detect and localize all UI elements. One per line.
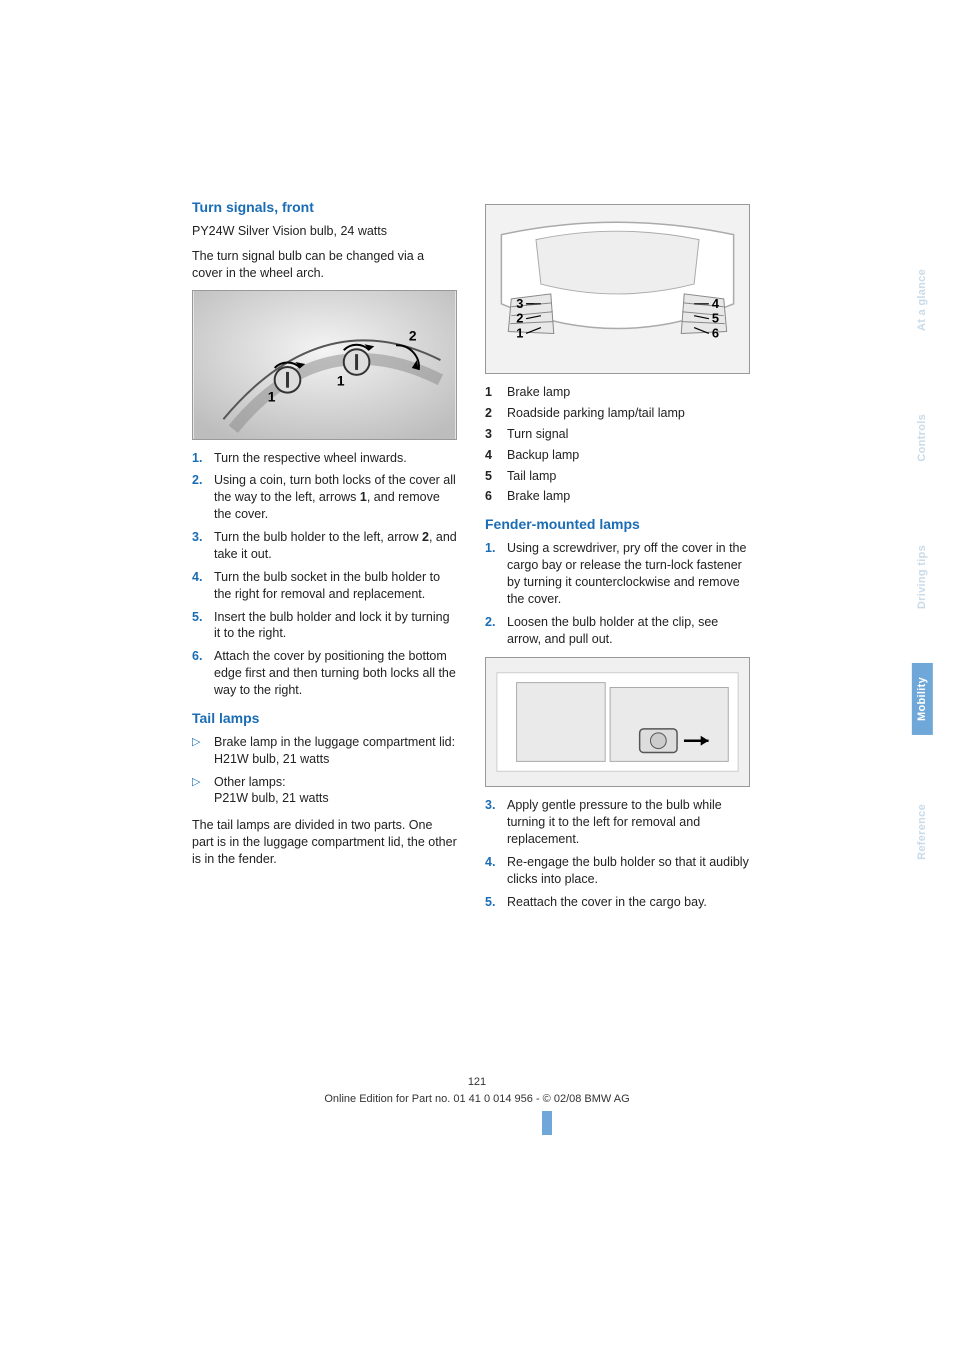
- fender-steps-a: Using a screwdriver, pry off the cover i…: [485, 540, 750, 647]
- tail-lamp-bullets: Brake lamp in the luggage compartment li…: [192, 734, 457, 808]
- fender-steps-b: Apply gentle pressure to the bulb while …: [485, 797, 750, 910]
- step: Turn the respective wheel inwards.: [192, 450, 457, 467]
- tail-callout-list: 1Brake lamp 2Roadside parking lamp/tail …: [485, 384, 750, 505]
- callout-6: 6: [712, 325, 719, 340]
- callout-5: 5: [712, 311, 719, 326]
- footer: 121 Online Edition for Part no. 01 41 0 …: [0, 1075, 954, 1135]
- callout-1: 1: [516, 325, 523, 340]
- figure-fender: [485, 657, 750, 787]
- heading-tail-lamps: Tail lamps: [192, 709, 457, 728]
- heading-turn-signals: Turn signals, front: [192, 198, 457, 217]
- tab-at-a-glance[interactable]: At a glance: [912, 255, 933, 345]
- list-item: 6Brake lamp: [485, 488, 750, 505]
- list-item: 2Roadside parking lamp/tail lamp: [485, 405, 750, 422]
- list-item: 4Backup lamp: [485, 447, 750, 464]
- list-item: Brake lamp in the luggage compartment li…: [192, 734, 457, 768]
- figure-tail-diagram: 3 2 1 4 5 6: [485, 204, 750, 374]
- page-number: 121: [0, 1075, 954, 1090]
- tab-controls[interactable]: Controls: [912, 400, 933, 476]
- step: Apply gentle pressure to the bulb while …: [485, 797, 750, 848]
- right-column: 3 2 1 4 5 6 1Brake lamp 2Roadside parkin…: [485, 198, 750, 921]
- side-tabs: At a glance Controls Driving tips Mobili…: [912, 255, 934, 874]
- step: Using a coin, turn both locks of the cov…: [192, 472, 457, 523]
- footer-bar-icon: [542, 1111, 552, 1135]
- step: Attach the cover by positioning the bott…: [192, 648, 457, 699]
- tab-mobility[interactable]: Mobility: [912, 663, 933, 735]
- bulb-spec: PY24W Silver Vision bulb, 24 watts: [192, 223, 457, 240]
- step: Re-engage the bulb holder so that it aud…: [485, 854, 750, 888]
- callout-3: 3: [516, 296, 523, 311]
- step: Using a screwdriver, pry off the cover i…: [485, 540, 750, 608]
- step: Turn the bulb socket in the bulb holder …: [192, 569, 457, 603]
- tail-lamp-para: The tail lamps are divided in two parts.…: [192, 817, 457, 868]
- step: Loosen the bulb holder at the clip, see …: [485, 614, 750, 648]
- tab-reference[interactable]: Reference: [912, 790, 933, 874]
- step: Turn the bulb holder to the left, arrow …: [192, 529, 457, 563]
- turn-signal-intro: The turn signal bulb can be changed via …: [192, 248, 457, 282]
- svg-text:1: 1: [268, 388, 276, 404]
- list-item: 5Tail lamp: [485, 468, 750, 485]
- callout-4: 4: [712, 296, 720, 311]
- callout-2: 2: [516, 311, 523, 326]
- svg-text:2: 2: [409, 327, 417, 343]
- figure-wheel-arch: 1 1 2: [192, 290, 457, 440]
- step: Insert the bulb holder and lock it by tu…: [192, 609, 457, 643]
- tab-driving-tips[interactable]: Driving tips: [912, 531, 933, 623]
- list-item: Other lamps:P21W bulb, 21 watts: [192, 774, 457, 808]
- heading-fender-lamps: Fender-mounted lamps: [485, 515, 750, 534]
- turn-signal-steps: Turn the respective wheel inwards. Using…: [192, 450, 457, 699]
- list-item: 3Turn signal: [485, 426, 750, 443]
- left-column: Turn signals, front PY24W Silver Vision …: [192, 198, 457, 921]
- list-item: 1Brake lamp: [485, 384, 750, 401]
- footer-line: Online Edition for Part no. 01 41 0 014 …: [324, 1093, 629, 1105]
- svg-text:1: 1: [337, 372, 345, 388]
- step: Reattach the cover in the cargo bay.: [485, 894, 750, 911]
